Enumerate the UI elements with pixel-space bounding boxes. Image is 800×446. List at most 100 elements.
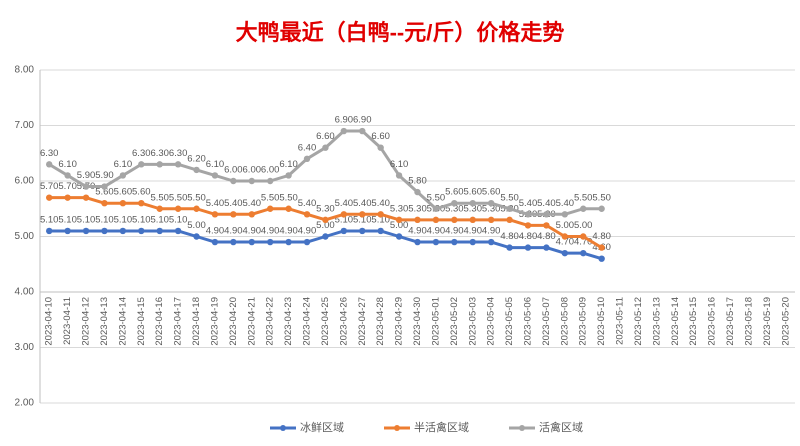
x-tick-label: 2023-04-23	[283, 297, 294, 346]
data-label: 5.10	[95, 214, 114, 225]
data-label: 5.40	[335, 198, 354, 209]
data-point	[395, 172, 403, 179]
data-point	[451, 200, 458, 207]
data-point	[598, 255, 605, 262]
data-point	[138, 227, 145, 235]
data-point	[211, 172, 219, 179]
data-point	[156, 205, 163, 212]
data-label: 4.80	[519, 231, 538, 242]
x-tick-label: 2023-05-12	[633, 297, 644, 346]
data-point	[248, 238, 255, 246]
x-tick-label: 2023-04-29	[394, 297, 405, 346]
data-point	[303, 211, 311, 218]
data-label: 4.90	[206, 226, 225, 237]
data-point	[64, 227, 71, 235]
data-point	[561, 233, 569, 240]
data-label: 6.60	[371, 131, 390, 142]
data-label: 6.90	[335, 115, 354, 126]
chart-title: 大鸭最近（白鸭--元/斤）价格走势	[236, 20, 565, 45]
x-tick-label: 2023-05-16	[707, 297, 718, 346]
data-point	[285, 172, 292, 179]
data-label: 5.50	[574, 192, 593, 203]
x-tick-label: 2023-05-07	[541, 297, 552, 346]
data-label: 5.30	[408, 203, 427, 214]
data-label: 4.90	[463, 226, 482, 237]
data-point	[193, 233, 200, 240]
data-point	[414, 188, 421, 196]
x-tick-label: 2023-05-14	[670, 297, 681, 346]
data-point	[248, 177, 255, 185]
data-label: 5.40	[224, 198, 243, 209]
x-tick-label: 2023-04-25	[320, 297, 331, 346]
data-label: 5.00	[316, 220, 335, 231]
data-point	[82, 194, 90, 201]
data-label: 4.70	[574, 237, 593, 248]
x-tick-label: 2023-04-11	[62, 297, 73, 345]
data-point	[487, 238, 495, 246]
data-label: 5.10	[353, 214, 372, 225]
x-tick-label: 2023-04-19	[209, 297, 220, 346]
data-point	[377, 227, 384, 235]
data-label: 6.00	[261, 165, 280, 176]
data-label: 5.90	[95, 170, 114, 181]
data-point	[174, 161, 182, 168]
data-label: 4.90	[427, 226, 446, 237]
data-label: 6.60	[316, 131, 335, 142]
data-point	[174, 227, 182, 235]
x-tick-label: 2023-04-18	[191, 297, 202, 346]
data-label: 5.60	[132, 187, 151, 198]
data-point	[395, 233, 403, 240]
data-point	[543, 222, 550, 229]
data-label: 5.50	[427, 192, 446, 203]
data-label: 5.50	[592, 192, 611, 203]
x-tick-label: 2023-05-10	[596, 297, 607, 346]
data-label: 4.80	[592, 231, 611, 242]
data-label: 6.10	[279, 159, 298, 170]
data-label: 6.00	[224, 165, 243, 176]
x-tick-label: 2023-04-20	[228, 297, 239, 346]
data-point	[322, 233, 329, 240]
x-tick-label: 2023-04-17	[173, 297, 184, 346]
data-point	[303, 155, 311, 162]
data-point	[580, 205, 587, 212]
legend-item: 冰鲜区域	[270, 420, 344, 434]
data-point	[101, 227, 108, 235]
data-label: 4.90	[482, 226, 501, 237]
data-label: 6.10	[390, 159, 409, 170]
data-point	[285, 205, 292, 212]
data-point	[543, 211, 550, 218]
data-point	[119, 172, 127, 179]
x-tick-label: 2023-04-14	[117, 297, 128, 346]
data-label: 5.10	[132, 214, 151, 225]
data-label: 5.60	[95, 187, 114, 198]
data-label: 5.10	[150, 214, 169, 225]
data-label: 5.00	[574, 220, 593, 231]
data-label: 5.30	[390, 203, 409, 214]
data-point	[395, 216, 403, 224]
data-point	[193, 166, 200, 174]
data-point	[46, 161, 53, 168]
data-label: 5.10	[58, 214, 77, 225]
data-label: 5.60	[445, 187, 464, 198]
data-point	[524, 222, 532, 229]
data-label: 5.00	[187, 220, 206, 231]
data-label: 5.40	[298, 198, 317, 209]
data-label: 4.90	[408, 226, 427, 237]
data-point	[138, 161, 145, 168]
data-label: 4.80	[500, 231, 519, 242]
data-point	[230, 177, 237, 185]
data-point	[64, 194, 71, 201]
data-point	[248, 211, 255, 218]
legend-marker	[519, 425, 525, 431]
data-label: 6.10	[206, 159, 225, 170]
y-tick-label: 8.00	[15, 65, 35, 76]
data-label: 6.90	[353, 115, 372, 126]
data-point	[266, 205, 274, 212]
data-point	[506, 205, 513, 212]
x-tick-label: 2023-05-18	[743, 297, 754, 346]
data-label: 5.70	[58, 181, 77, 192]
x-tick-label: 2023-05-08	[559, 297, 570, 346]
legend-label: 活禽区域	[539, 420, 583, 434]
data-point	[359, 211, 366, 218]
x-tick-label: 2023-05-01	[430, 297, 441, 346]
